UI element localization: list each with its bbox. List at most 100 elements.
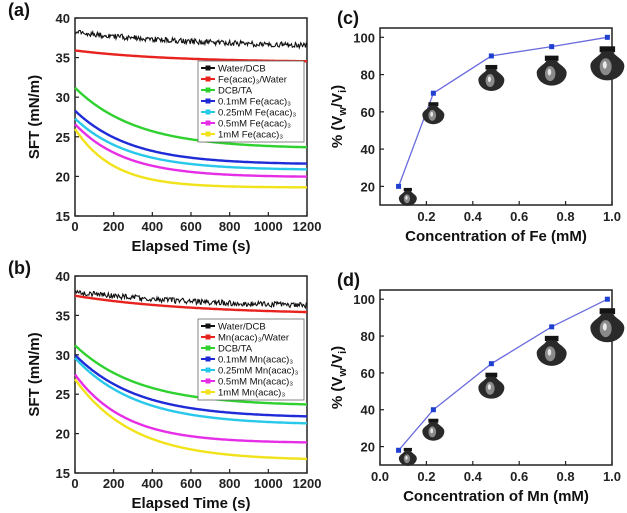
x-tick-label: 0.6 — [510, 209, 528, 224]
legend-swatch-marker — [205, 98, 211, 104]
legend-label: 0.25mM Fe(acac)₃ — [218, 108, 296, 119]
series-line-2 — [74, 86, 307, 149]
legend-label: 0.1mM Fe(acac)₃ — [218, 97, 291, 108]
legend-box — [197, 318, 305, 401]
y-axis-label-part: i — [337, 90, 349, 93]
x-tick-label: 1200 — [293, 219, 322, 234]
droplet-glint — [430, 111, 434, 117]
x-tick-label: 0.4 — [464, 209, 483, 224]
legend-swatch-marker — [205, 120, 211, 126]
panel-label: (b) — [8, 258, 31, 278]
x-tick-label: 0.0 — [371, 469, 389, 484]
droplet-needle — [485, 372, 498, 378]
droplet-image — [398, 447, 417, 466]
legend-box — [197, 60, 305, 143]
droplet-needle — [544, 335, 559, 342]
data-point — [488, 53, 494, 59]
x-axis-label: Elapsed Time (s) — [132, 495, 251, 512]
droplet-glint — [602, 323, 607, 331]
legend-label: 0.5mM Mn(acac)₃ — [218, 377, 293, 388]
y-tick-label: 60 — [361, 105, 375, 120]
droplet-glint — [405, 195, 408, 200]
legend-swatch-marker — [205, 76, 211, 82]
panel-label: (d) — [337, 270, 360, 290]
y-axis-label-part: % (V — [329, 377, 346, 410]
legend-label: DCB/TA — [218, 86, 253, 97]
data-point — [396, 447, 402, 453]
x-axis-label: Elapsed Time (s) — [132, 238, 251, 255]
droplet-needle — [599, 46, 616, 53]
droplet-image — [478, 372, 505, 399]
legend-label: Mn(acac)₃/Water — [218, 333, 289, 344]
y-axis-label-part: % (V — [329, 116, 346, 149]
droplet-image — [398, 187, 417, 206]
droplet-glint — [430, 428, 434, 434]
y-tick-label: 100 — [353, 30, 375, 45]
legend-swatch-marker — [205, 378, 211, 384]
legend-label: 0.25mM Mn(acac)₃ — [218, 366, 299, 377]
legend-swatch-marker — [205, 389, 211, 395]
panel-label: (a) — [8, 0, 30, 20]
series-line-0 — [74, 289, 308, 310]
y-tick-label: 25 — [56, 130, 70, 145]
x-tick-label: 200 — [103, 476, 125, 491]
y-axis-label: SFT (mN/m) — [26, 75, 43, 159]
legend-swatch-marker — [205, 109, 211, 115]
series-line-3 — [74, 353, 308, 418]
y-tick-label: 20 — [56, 427, 70, 442]
panel-label: (c) — [337, 8, 359, 28]
legend-label: 0.1mM Mn(acac)₃ — [218, 355, 293, 366]
x-tick-label: 800 — [219, 476, 241, 491]
series-line-2 — [74, 344, 307, 406]
y-axis-label: SFT (mN/m) — [26, 332, 43, 416]
x-tick-label: 0.8 — [557, 209, 575, 224]
panel-b-sft-mn: 0 200 400 600 800 1000 1200 15 20 25 30 35 40 Elapsed… — [8, 258, 321, 512]
legend-swatch-marker — [205, 356, 211, 362]
droplet-image — [590, 308, 625, 343]
series-line-5 — [74, 373, 307, 444]
series-line-5 — [74, 123, 307, 178]
y-axis-label-part: w — [337, 368, 349, 378]
y-axis-label-part: /V — [329, 354, 346, 368]
droplet-needle — [599, 308, 616, 315]
y-tick-label: 40 — [56, 11, 70, 26]
y-tick-label: 35 — [56, 51, 70, 66]
y-tick-label: 40 — [56, 269, 70, 284]
data-point — [604, 34, 610, 40]
droplet-needle — [428, 418, 439, 423]
y-tick-label: 30 — [56, 90, 70, 105]
droplet-glint — [487, 76, 491, 83]
plot-frame — [379, 27, 613, 206]
y-tick-label: 30 — [56, 348, 70, 363]
series-line-6 — [74, 378, 307, 461]
legend-swatch-marker — [205, 323, 211, 329]
plot-frame — [379, 289, 613, 466]
legend-swatch-marker — [205, 131, 211, 137]
data-point — [396, 183, 402, 189]
data-point — [549, 324, 555, 330]
droplet-needle — [428, 102, 439, 107]
droplet-image — [422, 418, 445, 441]
y-tick-label: 60 — [361, 366, 375, 381]
y-axis-label-part: ) — [329, 346, 346, 351]
droplet-needle — [485, 64, 498, 70]
x-tick-label: 1200 — [293, 476, 322, 491]
droplet-glint — [547, 68, 552, 76]
x-tick-label: 800 — [219, 219, 241, 234]
y-tick-label: 25 — [56, 387, 70, 402]
droplet-glint — [487, 384, 491, 390]
series-line-4 — [74, 357, 308, 425]
y-axis-label-part: i — [337, 351, 349, 354]
y-axis-label: % (Vw/Vi) — [329, 85, 349, 148]
legend-label: Water/DCB — [218, 64, 266, 75]
x-tick-label: 0.2 — [417, 209, 435, 224]
x-tick-label: 400 — [141, 476, 163, 491]
y-tick-label: 40 — [361, 403, 375, 418]
y-tick-label: 100 — [353, 292, 375, 307]
legend-label: 0.5mM Fe(acac)₃ — [218, 119, 291, 130]
legend-label: Water/DCB — [218, 322, 266, 333]
data-point — [604, 296, 610, 302]
series-line-6 — [74, 128, 307, 189]
droplet-needle — [403, 187, 412, 192]
